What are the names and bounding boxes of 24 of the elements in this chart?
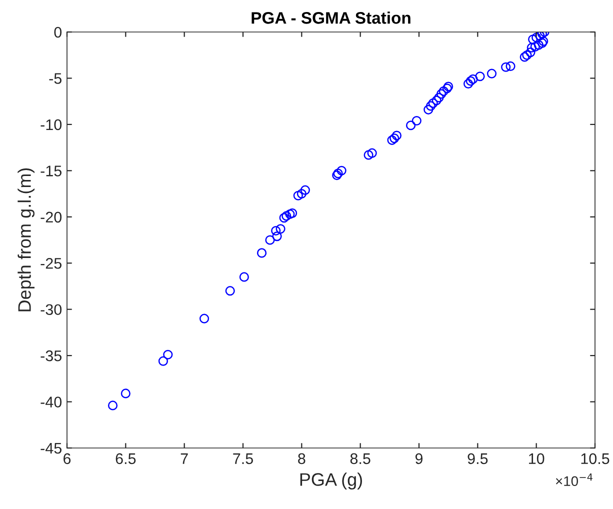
y-tick-label: -25 xyxy=(40,258,62,269)
x-tick-label: 9.5 xyxy=(468,453,488,464)
y-tick-label: -45 xyxy=(40,443,62,454)
x-axis-title: PGA (g) xyxy=(300,472,362,490)
y-tick-label: -35 xyxy=(40,350,62,362)
x-tick-label: 9 xyxy=(415,453,423,464)
y-tick-label: -20 xyxy=(40,212,62,223)
x-tick-label: 6 xyxy=(64,453,71,464)
x-tick-label: 7.5 xyxy=(233,453,253,464)
x-tick-label: 10.5 xyxy=(581,453,610,464)
y-tick-label: -30 xyxy=(40,304,62,316)
x-tick-label: 8 xyxy=(298,453,306,464)
y-tick-label: -5 xyxy=(49,73,62,84)
chart-title: PGA - SGMA Station xyxy=(252,12,410,24)
x-tick-label: 7 xyxy=(180,453,188,464)
x-tick-label: 8.5 xyxy=(350,453,370,464)
text: ×10$^{−4}$ xyxy=(556,474,592,486)
y-tick-label: -40 xyxy=(40,396,62,408)
x-tick-label: 10 xyxy=(529,453,544,464)
y-axis-title: Depth from g.l.(m) xyxy=(18,168,35,312)
y-tick-label: -10 xyxy=(40,119,62,130)
y-tick-label: 0 xyxy=(54,26,62,38)
x-tick-label: 6.5 xyxy=(116,453,136,464)
y-tick-label: -15 xyxy=(40,166,62,176)
